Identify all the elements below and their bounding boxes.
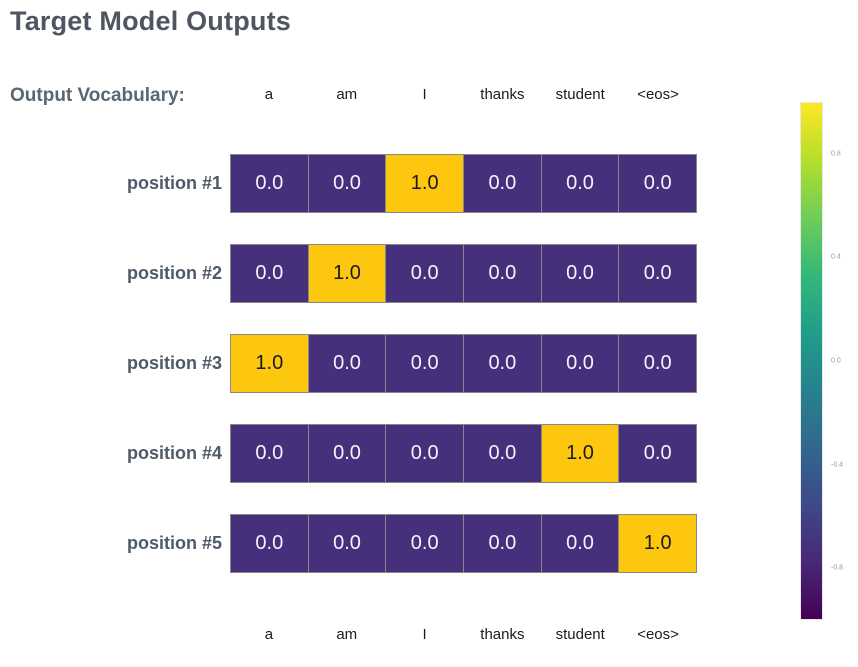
row-label: position #5: [126, 533, 222, 553]
row-cells: 0.0 0.0 0.0 0.0 0.0 1.0: [230, 514, 698, 573]
colorbar-tick-label: 0.8: [831, 150, 841, 158]
heatmap-cell: 0.0: [385, 514, 465, 573]
row-cells: 0.0 1.0 0.0 0.0 0.0 0.0: [230, 244, 698, 303]
heatmap-cell: 0.0: [230, 514, 309, 573]
heatmap-cell: 0.0: [307, 424, 387, 483]
heatmap-cell: 0.0: [385, 244, 465, 303]
row-label: position #3: [126, 353, 222, 373]
column-header: a: [264, 626, 274, 643]
column-header: <eos>: [637, 86, 679, 103]
row-cells: 0.0 0.0 1.0 0.0 0.0 0.0: [230, 154, 698, 213]
heatmap-cell: 0.0: [307, 154, 387, 213]
row-label: position #1: [126, 173, 222, 193]
heatmap-cell: 0.0: [540, 154, 620, 213]
column-header: I: [422, 86, 427, 103]
heatmap-cell: 0.0: [540, 244, 620, 303]
column-header: am: [336, 626, 358, 643]
output-vocabulary-label: Output Vocabulary:: [10, 85, 185, 106]
heatmap-cell: 0.0: [307, 514, 387, 573]
heatmap-cell: 0.0: [618, 244, 698, 303]
heatmap-cell: 0.0: [618, 334, 698, 393]
column-header: student: [555, 86, 605, 103]
row-label: position #4: [126, 443, 222, 463]
column-header: thanks: [480, 626, 525, 643]
heatmap-cell: 1.0: [540, 424, 620, 483]
row-cells: 0.0 0.0 0.0 0.0 1.0 0.0: [230, 424, 698, 483]
heatmap-row: position #5 0.0 0.0 0.0 0.0 0.0 1.0: [0, 514, 698, 573]
heatmap-row: position #3 1.0 0.0 0.0 0.0 0.0 0.0: [0, 334, 698, 393]
heatmap-cell: 0.0: [540, 514, 620, 573]
heatmap-cell: 0.0: [463, 154, 542, 213]
column-header: I: [422, 626, 427, 643]
column-header: a: [264, 86, 274, 103]
heatmap-cell: 0.0: [385, 424, 465, 483]
heatmap-cell: 0.0: [463, 334, 542, 393]
column-header: thanks: [480, 86, 525, 103]
colorbar-tick-label: -0.8: [831, 564, 844, 572]
heatmap-cell: 0.0: [230, 244, 309, 303]
row-cells: 1.0 0.0 0.0 0.0 0.0 0.0: [230, 334, 698, 393]
heatmap-cell: 0.0: [618, 424, 698, 483]
heatmap-cell: 0.0: [540, 334, 620, 393]
column-header: am: [336, 86, 358, 103]
heatmap-cell: 1.0: [230, 334, 309, 393]
colorbar-tick-label: 0.4: [831, 253, 841, 261]
heatmap-cell: 0.0: [385, 334, 465, 393]
heatmap-rows: position #1 0.0 0.0 1.0 0.0 0.0 0.0 position #2…: [0, 154, 698, 604]
heatmap-cell: 1.0: [618, 514, 698, 573]
heatmap-cell: 1.0: [307, 244, 387, 303]
heatmap-cell: 0.0: [463, 244, 542, 303]
heatmap-cell: 0.0: [307, 334, 387, 393]
colorbar-tick-label: -0.4: [831, 461, 844, 469]
heatmap-row: position #1 0.0 0.0 1.0 0.0 0.0 0.0: [0, 154, 698, 213]
heatmap-cell: 0.0: [463, 514, 542, 573]
colorbar: 0.8 0.4 0.0 -0.4 -0.8: [800, 102, 843, 620]
heatmap-cell: 0.0: [618, 154, 698, 213]
colorbar-gradient: [800, 102, 823, 620]
figure-title: Target Model Outputs: [10, 6, 291, 36]
heatmap-row: position #2 0.0 1.0 0.0 0.0 0.0 0.0: [0, 244, 698, 303]
heatmap-cell: 1.0: [385, 154, 465, 213]
heatmap-cell: 0.0: [230, 424, 309, 483]
heatmap-row: position #4 0.0 0.0 0.0 0.0 1.0 0.0: [0, 424, 698, 483]
row-label: position #2: [126, 263, 222, 283]
colorbar-tick-label: 0.0: [831, 357, 841, 365]
column-header: student: [555, 626, 605, 643]
column-header: <eos>: [637, 626, 679, 643]
heatmap-cell: 0.0: [230, 154, 309, 213]
heatmap-cell: 0.0: [463, 424, 542, 483]
